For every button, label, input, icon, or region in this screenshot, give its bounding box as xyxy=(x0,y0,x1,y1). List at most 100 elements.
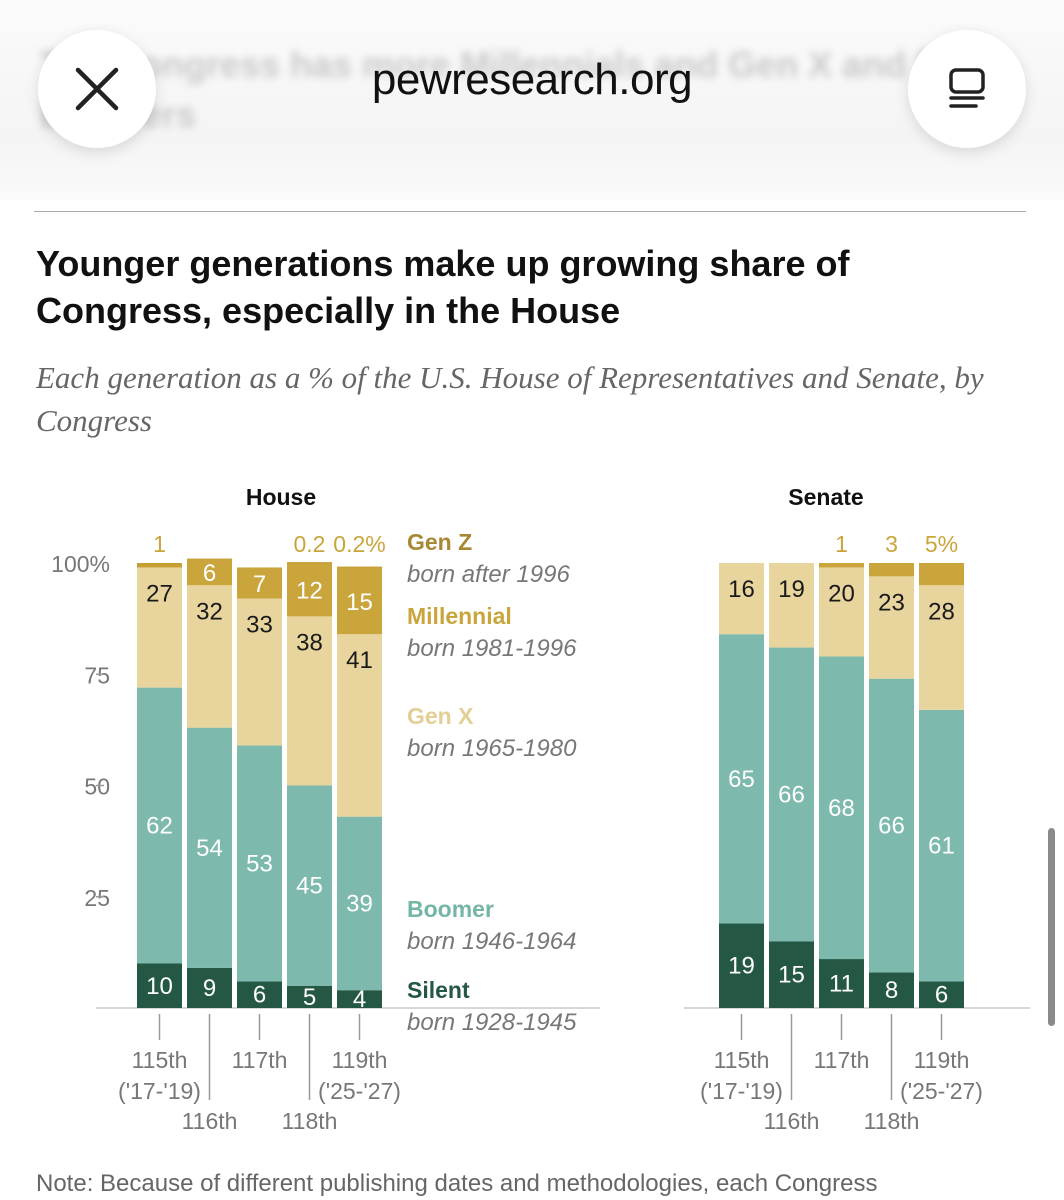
bar-segment-millennial xyxy=(237,567,282,599)
data-label-boomer: 53 xyxy=(246,850,273,877)
data-label-genx: 28 xyxy=(928,598,955,625)
top-label-millennial: 5% xyxy=(925,531,958,557)
data-label-silent: 8 xyxy=(885,977,898,1004)
data-label-genx: 33 xyxy=(246,612,273,639)
x-tick-label: 118th xyxy=(282,1108,338,1134)
top-label-genz: 0.2% xyxy=(333,531,385,557)
bar-segment-genx xyxy=(719,563,764,635)
bar-segment-silent xyxy=(769,941,814,1008)
legend-born-millennial: born 1981-1996 xyxy=(407,635,577,662)
bar-segment-boomer xyxy=(137,687,182,964)
reader-menu-button[interactable] xyxy=(908,30,1026,148)
data-label-genx: 27 xyxy=(146,580,173,607)
data-label-millennial: 12 xyxy=(296,578,323,605)
site-domain[interactable]: pewresearch.org xyxy=(371,55,693,104)
data-label-boomer: 62 xyxy=(146,813,173,840)
data-label-boomer: 54 xyxy=(196,835,223,862)
data-label-silent: 11 xyxy=(829,971,854,998)
bar-segment-millennial xyxy=(919,563,964,586)
data-label-genx: 23 xyxy=(878,589,905,616)
bar-segment-silent xyxy=(719,923,764,1008)
bar-segment-genz xyxy=(137,563,182,568)
bar-segment-genz xyxy=(287,562,332,564)
bar-segment-genz xyxy=(337,566,382,568)
bar-segment-silent xyxy=(819,959,864,1008)
bar-segment-boomer xyxy=(919,709,964,982)
bar-segment-silent xyxy=(337,990,382,1008)
top-label-genz: 1 xyxy=(153,531,166,557)
bar-segment-boomer xyxy=(819,656,864,960)
data-label-silent: 10 xyxy=(146,973,173,1000)
bar-segment-genx xyxy=(137,567,182,688)
chart-title: Younger generations make up growing shar… xyxy=(36,243,850,331)
legend-born-boomer: born 1946-1964 xyxy=(407,928,576,955)
x-tick-label: 118th xyxy=(864,1108,920,1134)
generations-chart: 100%755025House1062271115th('17-'19)9543… xyxy=(51,484,1030,1134)
data-label-genx: 19 xyxy=(778,576,805,603)
bar-segment-genx xyxy=(237,598,282,746)
scrollbar[interactable] xyxy=(1048,828,1055,1026)
bar-segment-millennial xyxy=(819,563,864,568)
browser-top-bar: The Congress has more Millennials and Ge… xyxy=(0,0,1064,200)
x-tick-years: ('25-'27) xyxy=(900,1078,983,1104)
bar-segment-millennial xyxy=(337,567,382,635)
bar-segment-boomer xyxy=(719,634,764,924)
data-label-boomer: 65 xyxy=(728,766,755,793)
bar-segment-silent xyxy=(187,967,232,1008)
data-label-silent: 15 xyxy=(778,962,805,989)
bar-segment-genx xyxy=(187,585,232,728)
bar-segment-silent xyxy=(287,985,332,1008)
legend-label-boomer: Boomer xyxy=(407,896,494,922)
bar-segment-silent xyxy=(869,972,914,1008)
bar-segment-boomer xyxy=(869,678,914,973)
top-label-millennial: 1 xyxy=(835,531,848,557)
bar-segment-millennial xyxy=(187,558,232,586)
top-label-millennial: 3 xyxy=(885,531,898,557)
data-label-millennial: 6 xyxy=(203,560,216,587)
x-tick-years: ('17-'19) xyxy=(118,1078,201,1104)
data-label-millennial: 7 xyxy=(253,571,266,598)
data-label-millennial: 15 xyxy=(346,589,373,616)
legend-born-genz: born after 1996 xyxy=(407,561,570,588)
y-tick-label: 25 xyxy=(84,885,110,911)
x-tick-label: 116th xyxy=(182,1108,238,1134)
legend-born-silent: born 1928-1945 xyxy=(407,1009,577,1036)
data-label-genx: 16 xyxy=(728,576,755,603)
x-tick-label: 117th xyxy=(814,1047,870,1073)
y-tick-label: 75 xyxy=(84,662,110,688)
close-button[interactable] xyxy=(38,30,156,148)
reader-menu-icon xyxy=(949,68,985,108)
chart-note: Note: Because of different publishing da… xyxy=(36,1170,878,1197)
bar-segment-boomer xyxy=(237,745,282,982)
bar-segment-genx xyxy=(869,576,914,679)
bar-segment-silent xyxy=(919,981,964,1008)
x-tick-label: 116th xyxy=(764,1108,820,1134)
data-label-boomer: 66 xyxy=(878,813,905,840)
data-label-silent: 9 xyxy=(203,975,216,1002)
bar-segment-boomer xyxy=(287,785,332,986)
x-tick-label: 119th xyxy=(332,1047,388,1073)
x-tick-years: ('17-'19) xyxy=(700,1078,783,1104)
data-label-silent: 6 xyxy=(935,982,948,1009)
divider xyxy=(34,211,1026,212)
bar-segment-genx xyxy=(287,616,332,786)
top-label-genz: 0.2 xyxy=(294,531,326,557)
bar-segment-boomer xyxy=(769,647,814,942)
data-label-genx: 41 xyxy=(346,647,373,674)
legend-label-silent: Silent xyxy=(407,977,470,1003)
data-label-genx: 20 xyxy=(828,580,855,607)
legend-born-genx: born 1965-1980 xyxy=(407,735,577,762)
data-label-boomer: 66 xyxy=(778,781,805,808)
bar-segment-boomer xyxy=(337,816,382,991)
bar-segment-genx xyxy=(819,567,864,657)
chart-subtitle: Each generation as a % of the U.S. House… xyxy=(36,360,984,438)
bar-segment-boomer xyxy=(187,727,232,968)
data-label-boomer: 39 xyxy=(346,890,373,917)
data-label-boomer: 61 xyxy=(928,833,955,860)
data-label-genx: 32 xyxy=(196,598,223,625)
x-tick-label: 117th xyxy=(232,1047,288,1073)
bar-segment-millennial xyxy=(869,563,914,577)
data-label-silent: 19 xyxy=(728,953,755,980)
data-label-boomer: 68 xyxy=(828,795,855,822)
panel-title: House xyxy=(246,484,316,510)
